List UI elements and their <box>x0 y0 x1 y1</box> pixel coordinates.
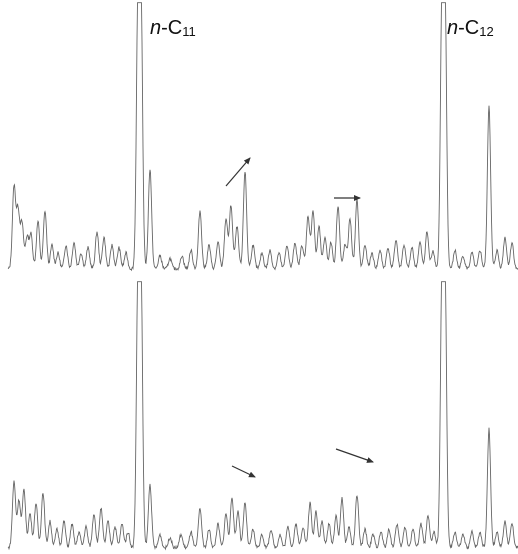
peak-label-n-c11: n-C11 <box>150 17 196 39</box>
chromatogram-trace-bottom <box>7 281 518 551</box>
annotation-arrow-top-1 <box>225 157 251 187</box>
peak-label-n-c12: n-C12 <box>447 17 494 39</box>
chromatogram-panel-bottom <box>7 281 518 551</box>
chromatogram-panel-top <box>7 2 518 272</box>
chromatogram-trace-top <box>7 2 518 272</box>
annotation-arrow-bottom-1 <box>231 465 256 478</box>
annotation-arrow-bottom-2 <box>335 448 374 463</box>
